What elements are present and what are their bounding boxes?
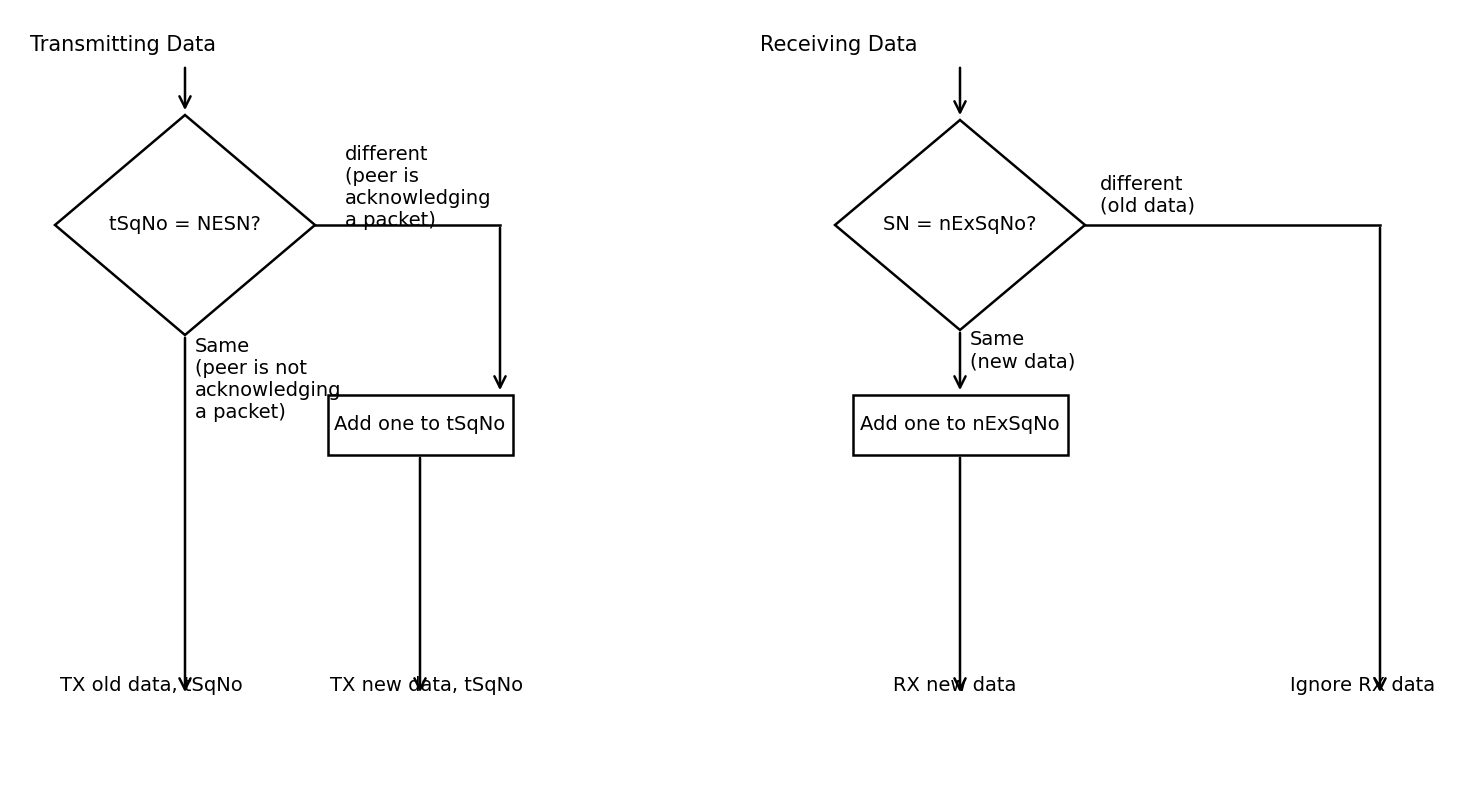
Text: Same
(new data): Same (new data): [970, 330, 1075, 371]
Text: Ignore RX data: Ignore RX data: [1290, 676, 1436, 695]
Text: different
(old data): different (old data): [1100, 175, 1195, 216]
Text: Add one to nExSqNo: Add one to nExSqNo: [860, 415, 1060, 435]
Text: tSqNo = NESN?: tSqNo = NESN?: [110, 216, 261, 235]
Text: Add one to tSqNo: Add one to tSqNo: [334, 415, 506, 435]
Text: different
(peer is
acknowledging
a packet): different (peer is acknowledging a packe…: [346, 145, 491, 230]
Text: RX new data: RX new data: [893, 676, 1016, 695]
Bar: [328, 395, 513, 455]
Text: Receiving Data: Receiving Data: [759, 35, 918, 55]
Bar: [853, 395, 1068, 455]
Text: TX new data, tSqNo: TX new data, tSqNo: [331, 676, 523, 695]
Text: Transmitting Data: Transmitting Data: [30, 35, 217, 55]
Text: TX old data, tSqNo: TX old data, tSqNo: [59, 676, 243, 695]
Text: SN = nExSqNo?: SN = nExSqNo?: [884, 216, 1037, 235]
Text: Same
(peer is not
acknowledging
a packet): Same (peer is not acknowledging a packet…: [194, 337, 341, 422]
